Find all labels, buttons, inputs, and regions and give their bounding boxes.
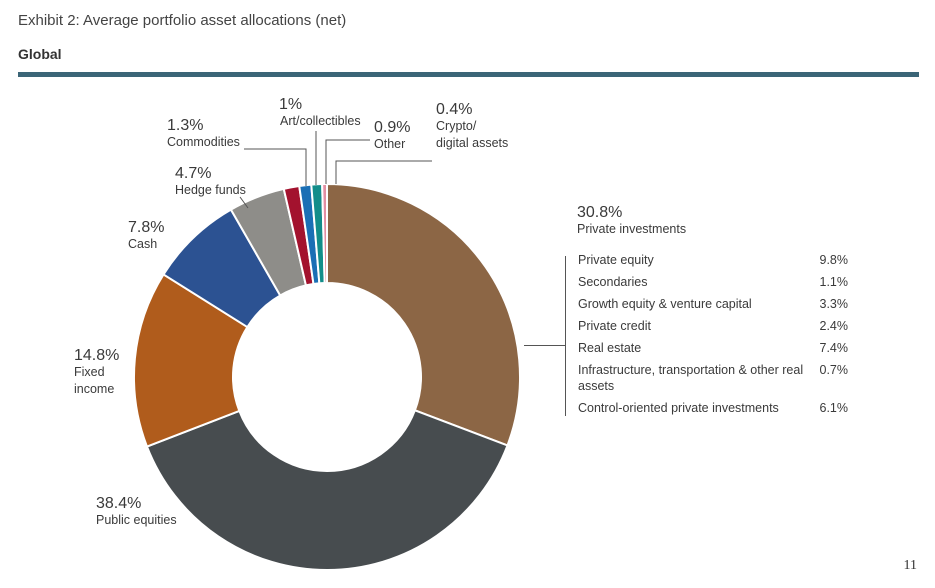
private-investments-breakdown: Private equity 9.8% Secondaries 1.1% Growth … bbox=[578, 252, 848, 422]
exhibit-title: Exhibit 2: Average portfolio asset alloc… bbox=[18, 12, 347, 29]
breakdown-label: Private equity bbox=[578, 253, 654, 267]
leader-line-other bbox=[325, 139, 370, 184]
category-label-fixed-income: income bbox=[74, 382, 114, 396]
leader-line-hedge-funds bbox=[239, 196, 249, 209]
breakdown-row: Control-oriented private investments 6.1% bbox=[578, 400, 848, 416]
leader-line-commodities bbox=[244, 148, 307, 186]
breakdown-value: 0.7% bbox=[819, 363, 849, 377]
data-label-art-collectibles: 1% bbox=[279, 96, 302, 113]
breakdown-row: Secondaries 1.1% bbox=[578, 274, 848, 290]
data-label-crypto-digital-assets: 0.4% bbox=[436, 101, 472, 118]
data-label-fixed-income: 14.8% bbox=[74, 347, 119, 364]
data-label-cash: 7.8% bbox=[128, 219, 164, 236]
breakdown-row: Private credit 2.4% bbox=[578, 318, 848, 334]
breakdown-value: 1.1% bbox=[819, 275, 849, 289]
breakdown-value: 2.4% bbox=[819, 319, 849, 333]
breakdown-row: Infrastructure, transportation & other r… bbox=[578, 362, 848, 394]
data-label-hedge-funds: 4.7% bbox=[175, 165, 211, 182]
leader-line-crypto-digital-assets bbox=[335, 160, 432, 184]
breakdown-row: Private equity 9.8% bbox=[578, 252, 848, 268]
category-label-art-collectibles: Art/collectibles bbox=[280, 114, 361, 128]
breakdown-label: Real estate bbox=[578, 341, 642, 355]
breakdown-row: Real estate 7.4% bbox=[578, 340, 848, 356]
category-label-public-equities: Public equities bbox=[96, 513, 177, 527]
data-label-other: 0.9% bbox=[374, 119, 410, 136]
category-label-private-investments: Private investments bbox=[577, 222, 686, 236]
region-title: Global bbox=[18, 46, 62, 62]
breakdown-label: Infrastructure, transportation & other r… bbox=[578, 363, 804, 393]
category-label-other: Other bbox=[374, 137, 405, 151]
slice-fixed-income bbox=[133, 273, 249, 448]
header-rule bbox=[18, 72, 919, 77]
breakdown-label: Secondaries bbox=[578, 275, 648, 289]
data-label-private-investments: 30.8% bbox=[577, 204, 622, 221]
slice-public-equities bbox=[145, 409, 509, 571]
breakdown-bracket bbox=[565, 256, 566, 416]
data-label-commodities: 1.3% bbox=[167, 117, 203, 134]
breakdown-bracket-stem bbox=[524, 345, 565, 346]
slice-crypto-digital-assets bbox=[321, 182, 328, 285]
breakdown-label: Control-oriented private investments bbox=[578, 401, 779, 415]
category-label-commodities: Commodities bbox=[167, 135, 240, 149]
category-label-crypto-digital-assets: digital assets bbox=[436, 136, 508, 150]
page-number: 11 bbox=[903, 558, 917, 573]
slice-private-investments bbox=[326, 182, 521, 447]
breakdown-label: Growth equity & venture capital bbox=[578, 297, 752, 311]
breakdown-label: Private credit bbox=[578, 319, 651, 333]
breakdown-value: 7.4% bbox=[819, 341, 849, 355]
category-label-hedge-funds: Hedge funds bbox=[175, 183, 246, 197]
breakdown-row: Growth equity & venture capital 3.3% bbox=[578, 296, 848, 312]
category-label-cash: Cash bbox=[128, 237, 157, 251]
breakdown-value: 9.8% bbox=[819, 253, 849, 267]
category-label-crypto-digital-assets: Crypto/ bbox=[436, 119, 477, 133]
category-label-fixed-income: Fixed bbox=[74, 365, 105, 379]
breakdown-value: 3.3% bbox=[819, 297, 849, 311]
breakdown-value: 6.1% bbox=[819, 401, 849, 415]
data-label-public-equities: 38.4% bbox=[96, 495, 141, 512]
